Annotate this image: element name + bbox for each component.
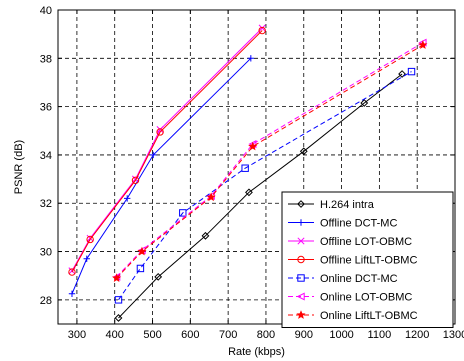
series-line [71,27,263,272]
data-point [245,188,253,197]
series-0 [114,70,406,322]
data-point [206,192,216,202]
data-point [137,246,147,256]
y-tick-label: 34 [40,150,52,162]
legend-marker [296,310,306,319]
data-point [150,151,157,159]
legend-marker [297,200,305,208]
data-point [156,128,164,136]
legend-entry: Offline LOT-OBMC [288,236,412,248]
series-1 [68,55,255,298]
y-tick-label: 36 [40,102,52,114]
x-tick-label: 800 [257,329,275,341]
series-lines [68,24,428,322]
legend-label: H.264 intra [320,199,375,211]
data-point [258,26,266,35]
x-tick-label: 900 [295,329,313,341]
series-6 [112,40,428,282]
legend-entry: Offline LiftLT-OBMC [288,255,417,267]
y-tick-label: 38 [40,53,52,65]
data-point [360,99,369,107]
data-point [86,235,94,244]
x-tick-label: 1300 [443,329,464,341]
legend-marker [297,219,305,226]
data-point [112,273,122,282]
data-point [123,195,131,202]
legend-entry: Offline DCT-MC [288,218,397,230]
data-point [241,164,249,172]
x-tick-label: 300 [68,329,86,341]
x-axis-label: Rate (kbps) [228,346,285,358]
data-point [114,314,123,322]
y-tick-label: 40 [40,5,52,17]
data-point [398,70,406,78]
series-2 [68,24,266,275]
x-tick-label: 1200 [405,329,429,341]
data-point [68,268,76,276]
legend-entry: Online DCT-MC [288,273,398,285]
data-point [299,147,308,156]
series-line [71,57,252,294]
x-tick-label: 700 [219,329,237,341]
series-line [71,30,263,273]
x-tick-label: 1100 [368,329,392,341]
legend-entry: Online LOT-OBMC [288,292,412,304]
x-tick-label: 500 [143,329,161,341]
legend-label: Online LiftLT-OBMC [320,310,418,322]
data-point [179,209,187,217]
plot-frame [57,9,456,325]
series-line [118,73,403,319]
data-point [407,67,416,76]
y-tick-label: 32 [40,198,52,210]
data-point [114,296,123,304]
legend-label: Offline LiftLT-OBMC [320,255,417,267]
legend-entry: Online LiftLT-OBMC [288,310,418,322]
data-point [156,126,164,134]
legend-label: Online LOT-OBMC [320,292,412,304]
data-point [201,231,210,240]
y-axis-label: PSNR (dB) [13,140,25,194]
legend-marker [297,237,305,245]
series-4 [114,67,416,304]
series-line [118,71,412,301]
data-point [83,255,90,262]
data-point [154,272,163,281]
legend-marker [296,292,305,301]
data-point [247,55,255,62]
series-3 [68,26,266,276]
data-point [248,141,258,151]
data-point [136,264,145,273]
data-point [258,24,266,32]
legend-marker [297,255,305,264]
legend-label: Offline DCT-MC [320,218,397,230]
x-tick-label: 600 [181,329,199,341]
data-point [68,290,76,298]
legend-label: Offline LOT-OBMC [320,236,412,248]
data-point [418,40,428,49]
legend-entry: H.264 intra [288,199,375,211]
legend-marker [297,274,305,282]
y-tick-label: 30 [40,247,52,259]
x-tick-label: 1000 [329,329,353,341]
legend: H.264 intra Offline DCT-MC Offline LOT-OBM… [281,191,454,328]
y-tick-label: 28 [40,295,52,307]
data-point [131,176,140,184]
x-tick-label: 400 [106,329,124,341]
axis-ticks: 300 400 500 600 700 800 900 1000 1100 1200 1300 28 3… [40,5,464,341]
legend-label: Online DCT-MC [320,273,398,285]
